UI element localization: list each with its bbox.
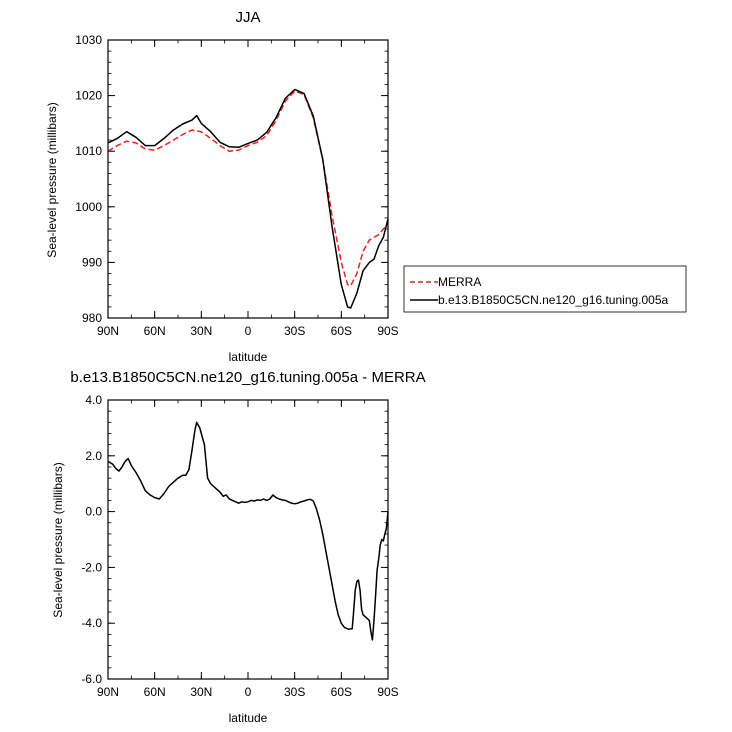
bottom-y-tick-label: 2.0 <box>85 449 102 463</box>
bottom-axes: 90N 60N 30N 0 30S 60S 90S -6.0 -4.0 -2.0 0.0 2.0 4.0 <box>81 393 398 699</box>
legend: MERRA b.e13.B1850C5CN.ne120_g16.tuning.0… <box>403 265 687 313</box>
bottom-series-lines <box>107 421 389 641</box>
bottom-x-tick-label: 90N <box>97 685 119 699</box>
top-x-tick-label: 30N <box>190 324 212 338</box>
bottom-plot-frame <box>107 399 389 680</box>
top-x-tick-label: 90N <box>97 324 119 338</box>
legend-label-model: b.e13.B1850C5CN.ne120_g16.tuning.005a <box>438 293 669 307</box>
bottom-x-tick-label: 30N <box>190 685 212 699</box>
top-x-tick-label: 60S <box>331 324 352 338</box>
bottom-y-tick-label: -4.0 <box>81 616 102 630</box>
top-x-tick-label: 0 <box>245 324 252 338</box>
bottom-y-tick-label: -6.0 <box>81 672 102 686</box>
bottom-panel: b.e13.B1850C5CN.ne120_g16.tuning.005a - … <box>51 369 426 725</box>
top-x-tick-label: 30S <box>284 324 305 338</box>
top-y-tick-label: 990 <box>82 255 102 269</box>
top-y-tick-label: 1000 <box>75 200 102 214</box>
top-series-line-0 <box>107 90 389 287</box>
top-plot-frame <box>107 39 389 319</box>
bottom-y-tick-label: -2.0 <box>81 560 102 574</box>
bottom-series-line-0 <box>107 421 389 641</box>
top-series-lines <box>107 88 389 309</box>
legend-box <box>403 265 687 313</box>
bottom-y-tick-label: 0.0 <box>85 505 102 519</box>
bottom-x-axis-label: latitude <box>229 711 268 725</box>
bottom-x-tick-label: 30S <box>284 685 305 699</box>
top-axes: 90N 60N 30N 0 30S 60S 90S 980 990 1000 1010 1020 103… <box>75 33 398 338</box>
top-y-tick-label: 1010 <box>75 144 102 158</box>
top-y-tick-label: 1020 <box>75 89 102 103</box>
bottom-y-tick-label: 4.0 <box>85 393 102 407</box>
top-chart-title: JJA <box>235 9 260 26</box>
top-y-tick-label: 980 <box>82 311 102 325</box>
bottom-x-tick-label: 60S <box>331 685 352 699</box>
top-x-tick-label: 90S <box>377 324 398 338</box>
top-y-tick-label: 1030 <box>75 33 102 47</box>
legend-label-merra: MERRA <box>438 275 481 289</box>
bottom-x-tick-label: 90S <box>377 685 398 699</box>
top-panel: JJA latitude Sea-level pressure (milliba… <box>45 9 399 364</box>
bottom-chart-title: b.e13.B1850C5CN.ne120_g16.tuning.005a - … <box>70 369 425 386</box>
top-x-tick-label: 60N <box>144 324 166 338</box>
bottom-y-axis-label: Sea-level pressure (millibars) <box>51 462 65 617</box>
top-y-axis-label: Sea-level pressure (millibars) <box>45 102 59 257</box>
top-x-axis-label: latitude <box>229 350 268 364</box>
top-series-line-1 <box>107 88 389 309</box>
bottom-x-tick-label: 60N <box>144 685 166 699</box>
bottom-x-tick-label: 0 <box>245 685 252 699</box>
